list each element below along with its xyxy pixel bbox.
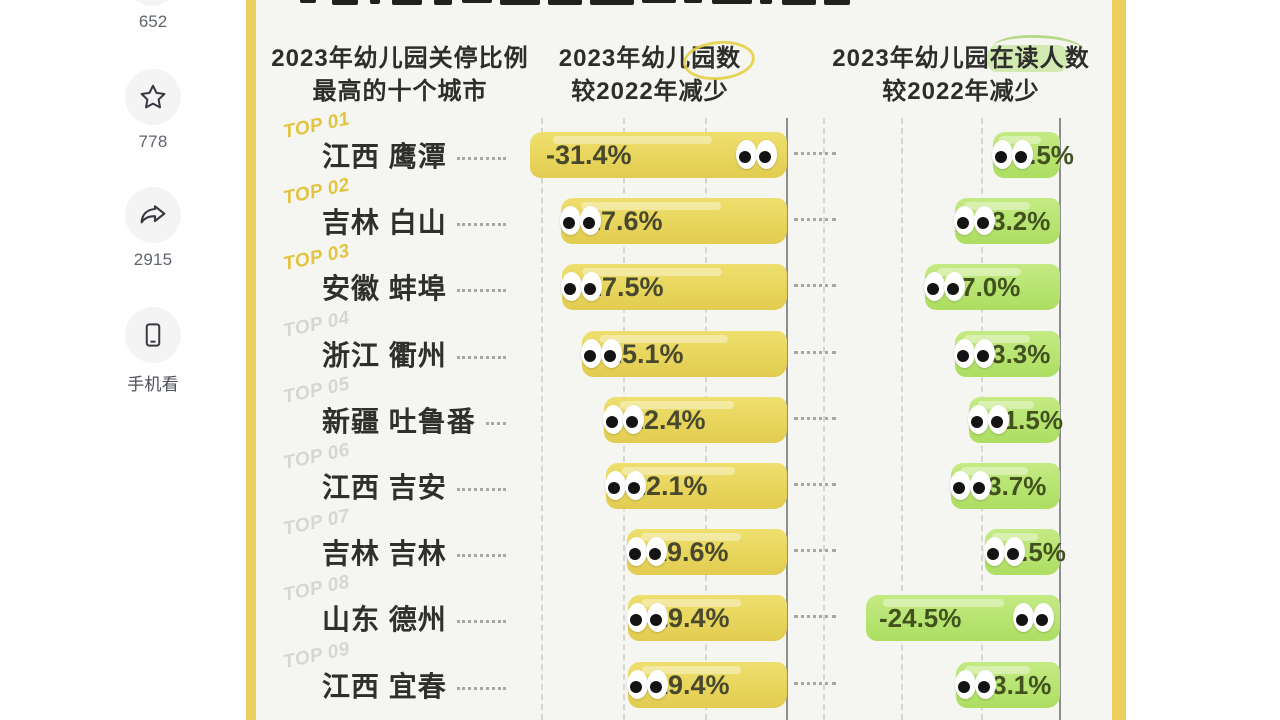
city-label: 江西 鹰潭 [322,141,447,172]
column-header-cities: 2023年幼儿园关停比例 最高的十个城市 [271,45,529,105]
closure-bar: -22.1% [605,463,787,509]
closure-bar: -31.4% [530,132,787,178]
dotted-leader-mid [794,483,836,486]
closure-bar: -19.4% [627,595,787,641]
googly-eyes-icon [581,339,622,368]
googly-eyes-icon [603,405,644,434]
enrollment-bar: -11.5% [968,397,1063,443]
googly-eyes-icon [954,339,995,368]
enrollment-bar: -24.5% [866,595,1060,641]
closure-bar: -25.1% [581,331,787,377]
column-header-enrollment: 2023年幼儿园 在读人数 较2022年减少 [798,33,1124,108]
city-label: 吉林 白山 [322,207,447,238]
dotted-leader [456,222,506,226]
dotted-leader [456,487,506,491]
coin-count: 652 [138,12,168,31]
dotted-leader-mid [794,615,836,618]
googly-eyes-icon [561,272,602,301]
closure-bar: -27.5% [561,264,787,310]
city-label: 山东 德州 [322,604,447,635]
enrollment-bar: -13.1% [955,662,1060,708]
city-label: 吉林 吉林 [322,538,447,569]
share-button[interactable]: 2915 [124,187,182,270]
city-label: 安徽 蚌埠 [322,273,447,304]
city-label: 江西 宜春 [322,671,447,702]
city-cell: TOP 03 安徽 蚌埠 [281,240,512,320]
axis-enroll-zero [1059,118,1061,720]
watch-on-mobile-button[interactable]: 手机看 [124,307,182,395]
favorite-count: 778 [138,132,168,151]
dotted-leader [456,686,506,690]
dotted-leader-mid [794,351,836,354]
dotted-leader-mid [794,218,836,221]
column-header-closure: 2023年幼儿 园数 较2022年减少 [535,37,765,108]
coin-icon[interactable] [124,0,180,6]
dotted-leader [456,156,506,160]
enrollment-bar: -17.0% [924,264,1060,310]
dotted-leader-mid [794,417,836,420]
card-frame-right [1112,0,1126,720]
dotted-leader [456,553,506,557]
gridline-enroll-20 [901,118,903,720]
share-icon[interactable] [125,187,181,243]
closure-bar: -19.4% [627,662,787,708]
dotted-leader [456,355,506,359]
closure-bar: -19.6% [626,529,787,575]
city-label: 浙江 衢州 [322,340,447,371]
city-cell: TOP 05 新疆 吐鲁番 [281,373,512,453]
enrollment-bar: -13.3% [954,331,1060,377]
city-cell: TOP 06 江西 吉安 [281,439,512,519]
googly-eyes-icon [950,471,991,500]
dotted-leader-mid [794,549,836,552]
dotted-leader-mid [794,284,836,287]
city-label: 江西 吉安 [322,472,447,503]
googly-eyes-icon [736,140,777,169]
dotted-leader-mid [794,682,836,685]
dotted-leader-mid [794,152,836,155]
star-icon[interactable] [125,69,181,125]
googly-eyes-icon [968,405,1009,434]
enrollment-bar: -9.5% [984,529,1066,575]
city-cell: TOP 04 浙江 衢州 [281,307,512,387]
googly-eyes-icon [992,140,1033,169]
dotted-leader [485,421,506,425]
watch-on-mobile-label: 手机看 [127,375,179,394]
enrollment-bar: -8.5% [992,132,1074,178]
city-cell: TOP 02 吉林 白山 [281,174,512,254]
enrollment-bar: -13.7% [950,463,1060,509]
googly-eyes-icon [955,670,996,699]
googly-eyes-icon [924,272,965,301]
axis-closure-zero [786,118,788,720]
city-cell: TOP 08 山东 德州 [281,571,512,651]
googly-eyes-icon [605,471,646,500]
dotted-leader [456,288,506,292]
googly-eyes-icon [984,537,1025,566]
card-frame-left [246,0,256,720]
city-cell: TOP 01 江西 鹰潭 [281,108,512,188]
dotted-leader [456,619,506,623]
closure-value: -31.4% [546,140,632,170]
closure-bar: -22.4% [603,397,787,443]
city-cell: TOP 09 江西 宜春 [281,638,512,718]
city-label: 新疆 吐鲁番 [322,406,476,437]
closure-bar: -27.6% [560,198,787,244]
city-cell: TOP 07 吉林 吉林 [281,505,512,585]
favorite-button[interactable]: 778 [124,69,182,152]
enrollment-value: -24.5% [879,603,962,633]
googly-eyes-icon [626,537,667,566]
share-count: 2915 [133,250,173,269]
googly-eyes-icon [560,206,601,235]
googly-eyes-icon [627,670,668,699]
googly-eyes-icon [954,206,995,235]
googly-eyes-icon [627,603,668,632]
mobile-icon[interactable] [125,307,181,363]
googly-eyes-icon [1013,603,1054,632]
enrollment-bar: -13.2% [954,198,1060,244]
gridline-closure-30 [541,118,543,720]
